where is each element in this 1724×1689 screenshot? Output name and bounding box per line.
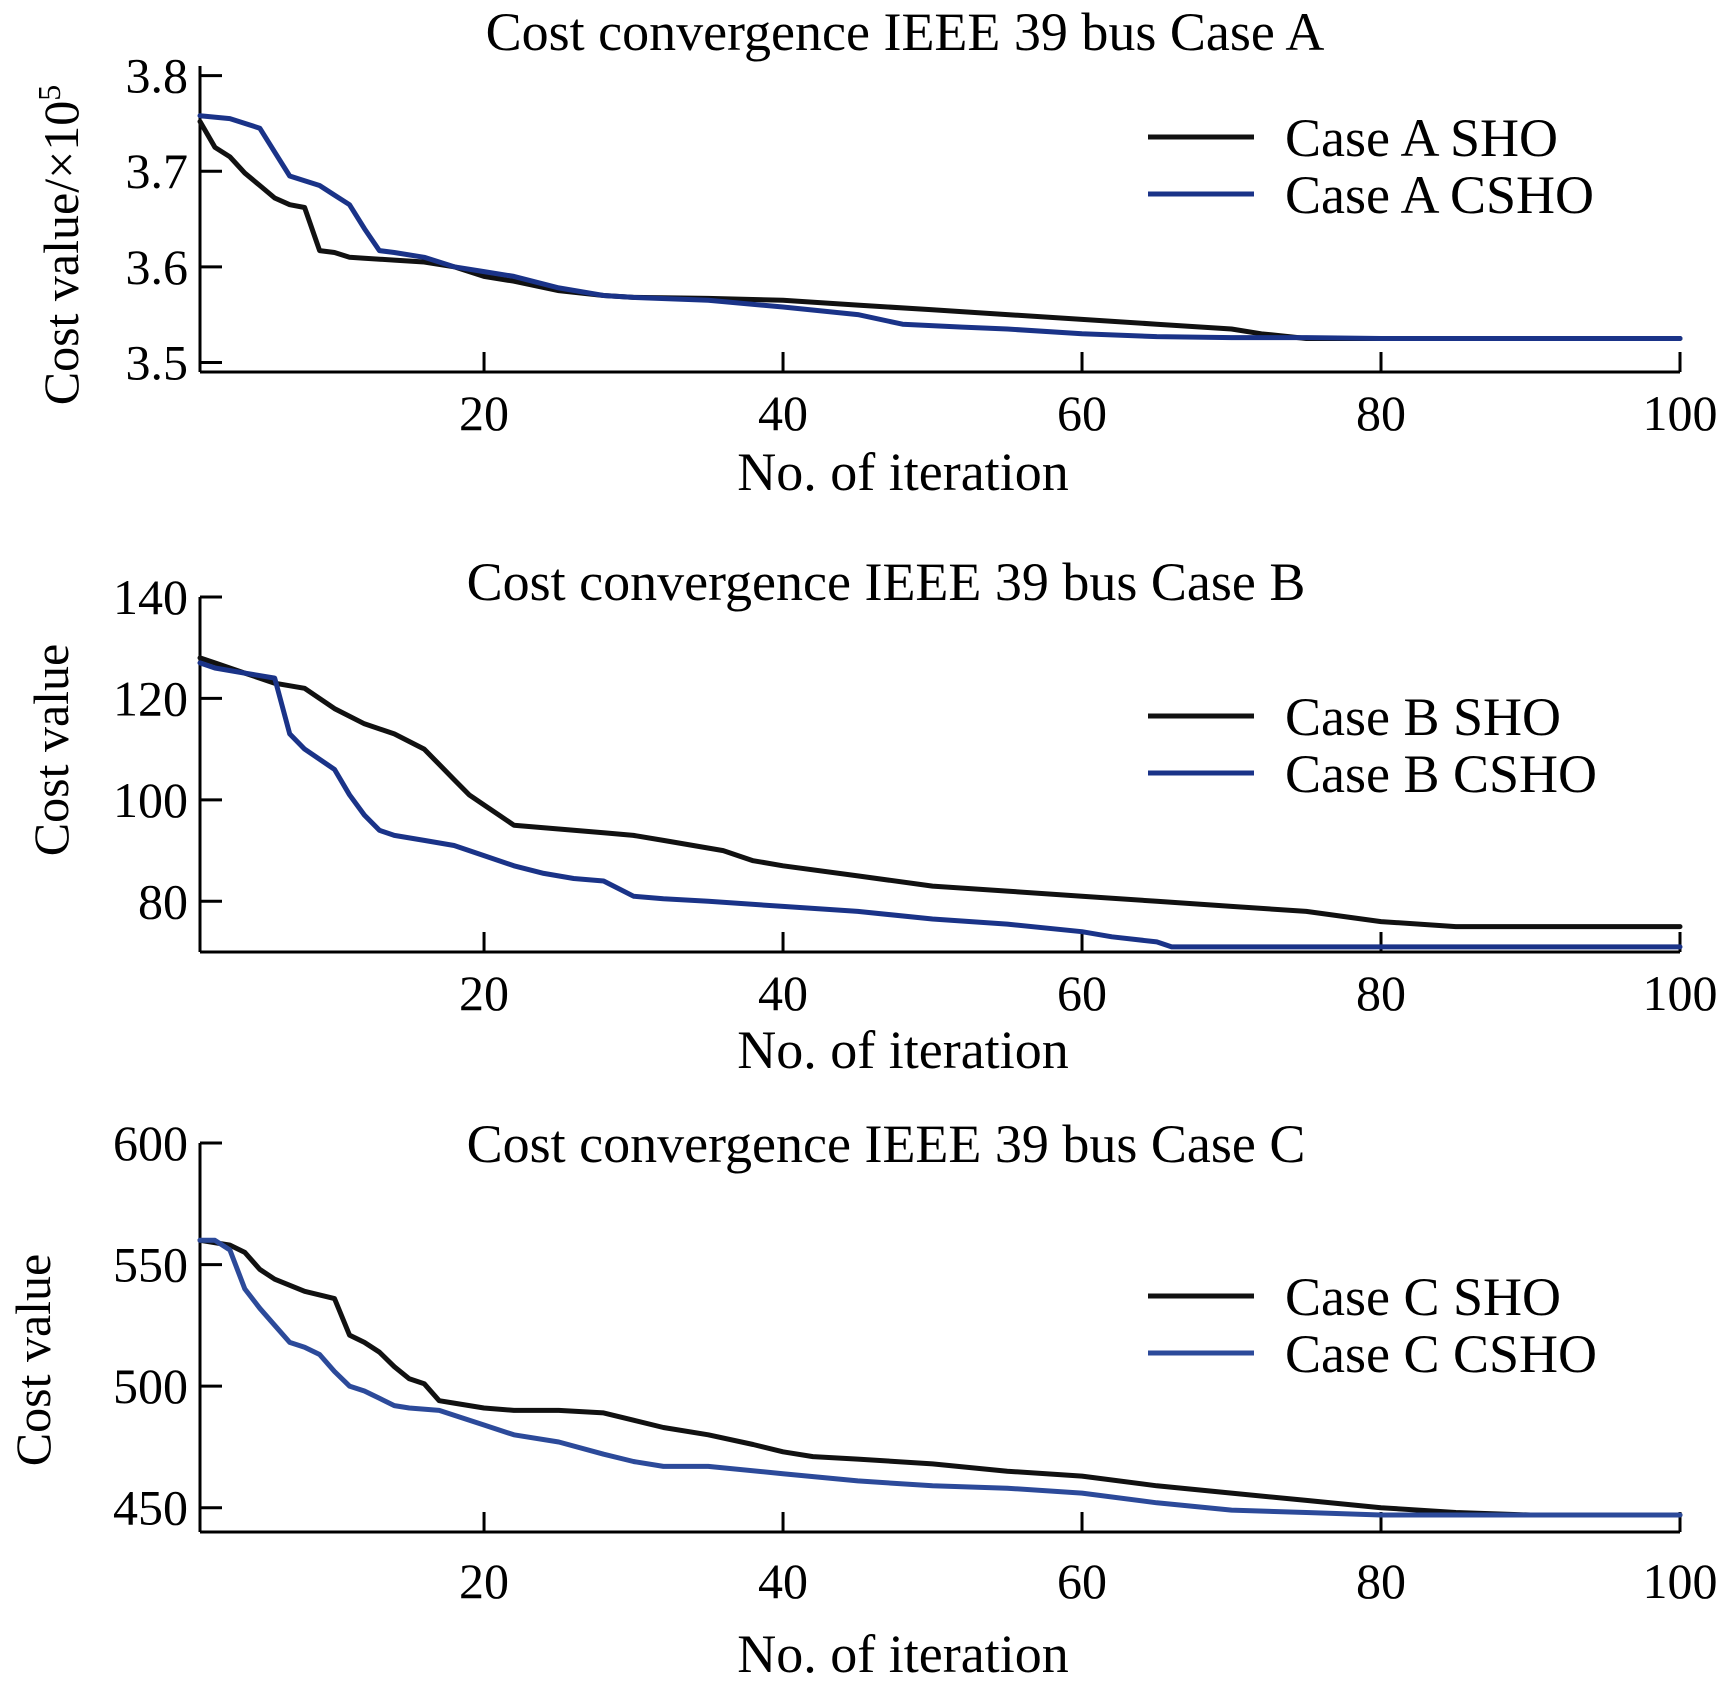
y-tick-label: 120 [113, 670, 188, 726]
y-axis-label-a: Cost value/×105 [31, 85, 89, 406]
x-tick-label: 100 [1643, 385, 1718, 441]
y-tick-label: 3.5 [126, 334, 189, 390]
legend-label-c-0: Case C SHO [1285, 1267, 1561, 1327]
x-tick-label: 20 [459, 385, 509, 441]
y-tick-label: 3.7 [126, 143, 189, 199]
y-tick-label: 550 [113, 1237, 188, 1293]
y-tick-label: 500 [113, 1358, 188, 1414]
y-tick-label: 600 [113, 1115, 188, 1171]
chart-panel-a: Cost convergence IEEE 39 bus Case A 20 40… [31, 2, 1718, 502]
chart-title-a: Cost convergence IEEE 39 bus Case A [486, 2, 1325, 62]
x-tick-label: 60 [1057, 965, 1107, 1021]
y-axis-label-b: Cost value [23, 644, 79, 856]
series-line-c-csho [197, 1237, 1683, 1518]
y-axis-label-a-exponent: 5 [31, 85, 67, 101]
y-tick-label: 80 [138, 873, 188, 929]
series-line-b-sho [197, 655, 1683, 930]
x-tick-label: 40 [758, 385, 808, 441]
x-axis-label-b: No. of iteration [737, 1020, 1068, 1080]
legend-label-a-1: Case A CSHO [1285, 165, 1594, 225]
chart-panel-c: Cost convergence IEEE 39 bus Case C 20 40… [5, 1114, 1718, 1684]
x-tick-label: 100 [1643, 965, 1718, 1021]
y-tick-label: 140 [113, 569, 188, 625]
legend-label-c-1: Case C CSHO [1285, 1324, 1597, 1384]
y-tick-label: 3.6 [126, 239, 189, 295]
x-tick-label: 80 [1356, 1553, 1406, 1609]
y-axis-label-c: Cost value [5, 1254, 61, 1466]
x-tick-label: 60 [1057, 385, 1107, 441]
x-tick-label: 60 [1057, 1553, 1107, 1609]
x-tick-label: 80 [1356, 385, 1406, 441]
chart-panel-b: Cost convergence IEEE 39 bus Case B 20 40… [23, 552, 1718, 1080]
y-tick-label: 450 [113, 1480, 188, 1536]
x-tick-label: 20 [459, 965, 509, 1021]
x-tick-label: 100 [1643, 1553, 1718, 1609]
y-axis-label-a-text: Cost value/×10 [33, 101, 89, 406]
x-axis-label-c: No. of iteration [737, 1624, 1068, 1684]
legend-label-b-0: Case B SHO [1285, 687, 1561, 747]
series-line-c-sho [197, 1237, 1683, 1518]
y-tick-label: 100 [113, 772, 188, 828]
legend-label-a-0: Case A SHO [1285, 108, 1558, 168]
x-tick-label: 80 [1356, 965, 1406, 1021]
series-line-b-csho [197, 660, 1683, 950]
x-tick-label: 20 [459, 1553, 509, 1609]
chart-title-c: Cost convergence IEEE 39 bus Case C [467, 1114, 1306, 1174]
legend-label-b-1: Case B CSHO [1285, 744, 1597, 804]
x-axis-label-a: No. of iteration [737, 442, 1068, 502]
x-tick-label: 40 [758, 965, 808, 1021]
chart-title-b: Cost convergence IEEE 39 bus Case B [467, 552, 1306, 612]
y-tick-label: 3.8 [126, 48, 189, 104]
x-tick-label: 40 [758, 1553, 808, 1609]
series-line-a-csho [197, 113, 1683, 341]
